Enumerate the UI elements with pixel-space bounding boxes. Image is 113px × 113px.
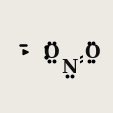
Text: N: N [61, 59, 78, 76]
Text: O: O [43, 44, 59, 62]
Polygon shape [23, 50, 28, 55]
Text: O: O [83, 44, 99, 62]
